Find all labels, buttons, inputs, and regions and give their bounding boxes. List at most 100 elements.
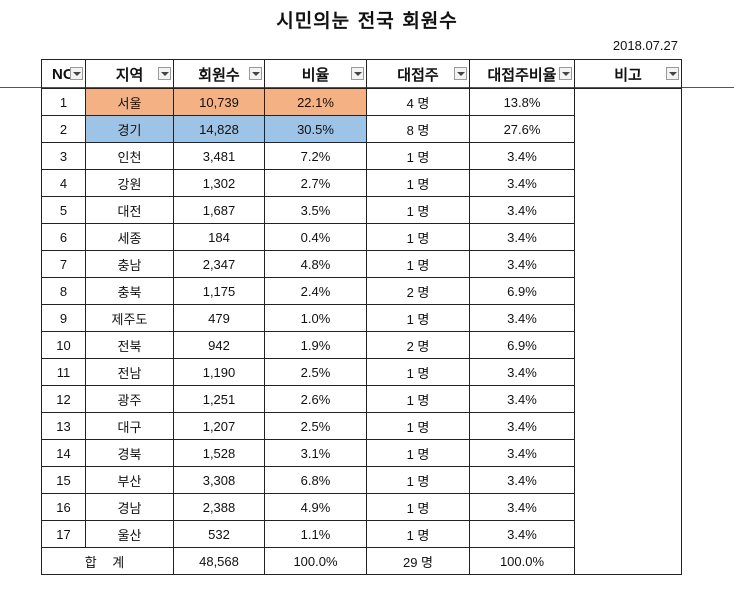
cell-no[interactable]: 7 bbox=[41, 250, 86, 278]
cell-rep-ratio[interactable]: 3.4% bbox=[469, 250, 575, 278]
cell-ratio[interactable]: 2.7% bbox=[264, 169, 367, 197]
cell-region[interactable]: 세종 bbox=[85, 223, 174, 251]
cell-members[interactable]: 1,207 bbox=[173, 412, 265, 440]
cell-rep-ratio[interactable]: 3.4% bbox=[469, 520, 575, 548]
cell-members[interactable]: 14,828 bbox=[173, 115, 265, 143]
filter-dropdown-icon[interactable] bbox=[666, 67, 679, 80]
cell-no[interactable]: 2 bbox=[41, 115, 86, 143]
cell-region[interactable]: 울산 bbox=[85, 520, 174, 548]
cell-members[interactable]: 532 bbox=[173, 520, 265, 548]
cell-ratio[interactable]: 3.5% bbox=[264, 196, 367, 224]
cell-rep-ratio[interactable]: 27.6% bbox=[469, 115, 575, 143]
cell-reps[interactable]: 8 명 bbox=[366, 115, 470, 143]
cell-ratio[interactable]: 1.0% bbox=[264, 304, 367, 332]
cell-rep-ratio[interactable]: 3.4% bbox=[469, 142, 575, 170]
cell-members[interactable]: 1,687 bbox=[173, 196, 265, 224]
cell-reps[interactable]: 2 명 bbox=[366, 277, 470, 305]
cell-reps[interactable]: 1 명 bbox=[366, 250, 470, 278]
cell-members[interactable]: 1,528 bbox=[173, 439, 265, 467]
cell-no[interactable]: 14 bbox=[41, 439, 86, 467]
cell-region[interactable]: 광주 bbox=[85, 385, 174, 413]
cell-region[interactable]: 충남 bbox=[85, 250, 174, 278]
cell-ratio[interactable]: 4.9% bbox=[264, 493, 367, 521]
cell-reps[interactable]: 1 명 bbox=[366, 358, 470, 386]
cell-reps[interactable]: 1 명 bbox=[366, 385, 470, 413]
cell-rep-ratio[interactable]: 3.4% bbox=[469, 196, 575, 224]
cell-total-rep-ratio[interactable]: 100.0% bbox=[469, 547, 575, 575]
cell-reps[interactable]: 1 명 bbox=[366, 466, 470, 494]
cell-no[interactable]: 3 bbox=[41, 142, 86, 170]
cell-region[interactable]: 경기 bbox=[85, 115, 174, 143]
cell-no[interactable]: 10 bbox=[41, 331, 86, 359]
filter-dropdown-icon[interactable] bbox=[158, 67, 171, 80]
filter-dropdown-icon[interactable] bbox=[70, 67, 83, 80]
cell-members[interactable]: 1,190 bbox=[173, 358, 265, 386]
cell-no[interactable]: 17 bbox=[41, 520, 86, 548]
filter-dropdown-icon[interactable] bbox=[351, 67, 364, 80]
cell-members[interactable]: 10,739 bbox=[173, 88, 265, 116]
cell-members[interactable]: 3,308 bbox=[173, 466, 265, 494]
cell-region[interactable]: 제주도 bbox=[85, 304, 174, 332]
cell-total-ratio[interactable]: 100.0% bbox=[264, 547, 367, 575]
cell-rep-ratio[interactable]: 3.4% bbox=[469, 412, 575, 440]
cell-rep-ratio[interactable]: 6.9% bbox=[469, 331, 575, 359]
cell-no[interactable]: 11 bbox=[41, 358, 86, 386]
cell-region[interactable]: 대구 bbox=[85, 412, 174, 440]
cell-rep-ratio[interactable]: 3.4% bbox=[469, 466, 575, 494]
cell-no[interactable]: 8 bbox=[41, 277, 86, 305]
cell-ratio[interactable]: 6.8% bbox=[264, 466, 367, 494]
cell-members[interactable]: 1,302 bbox=[173, 169, 265, 197]
cell-rep-ratio[interactable]: 3.4% bbox=[469, 223, 575, 251]
cell-region[interactable]: 경북 bbox=[85, 439, 174, 467]
cell-reps[interactable]: 1 명 bbox=[366, 439, 470, 467]
cell-no[interactable]: 1 bbox=[41, 88, 86, 116]
cell-no[interactable]: 4 bbox=[41, 169, 86, 197]
cell-rep-ratio[interactable]: 3.4% bbox=[469, 493, 575, 521]
cell-rep-ratio[interactable]: 13.8% bbox=[469, 88, 575, 116]
cell-region[interactable]: 강원 bbox=[85, 169, 174, 197]
cell-ratio[interactable]: 3.1% bbox=[264, 439, 367, 467]
cell-rep-ratio[interactable]: 3.4% bbox=[469, 358, 575, 386]
cell-reps[interactable]: 1 명 bbox=[366, 304, 470, 332]
cell-no[interactable]: 15 bbox=[41, 466, 86, 494]
cell-no[interactable]: 13 bbox=[41, 412, 86, 440]
cell-ratio[interactable]: 22.1% bbox=[264, 88, 367, 116]
cell-rep-ratio[interactable]: 6.9% bbox=[469, 277, 575, 305]
filter-dropdown-icon[interactable] bbox=[559, 67, 572, 80]
cell-rep-ratio[interactable]: 3.4% bbox=[469, 169, 575, 197]
cell-region[interactable]: 전남 bbox=[85, 358, 174, 386]
cell-rep-ratio[interactable]: 3.4% bbox=[469, 439, 575, 467]
cell-reps[interactable]: 1 명 bbox=[366, 412, 470, 440]
cell-reps[interactable]: 1 명 bbox=[366, 520, 470, 548]
cell-reps[interactable]: 1 명 bbox=[366, 223, 470, 251]
cell-rep-ratio[interactable]: 3.4% bbox=[469, 304, 575, 332]
cell-region[interactable]: 대전 bbox=[85, 196, 174, 224]
cell-total-label[interactable]: 합 계 bbox=[41, 547, 174, 575]
cell-members[interactable]: 942 bbox=[173, 331, 265, 359]
cell-members[interactable]: 2,388 bbox=[173, 493, 265, 521]
cell-reps[interactable]: 1 명 bbox=[366, 493, 470, 521]
cell-no[interactable]: 12 bbox=[41, 385, 86, 413]
cell-ratio[interactable]: 2.5% bbox=[264, 412, 367, 440]
cell-ratio[interactable]: 2.6% bbox=[264, 385, 367, 413]
cell-reps[interactable]: 2 명 bbox=[366, 331, 470, 359]
cell-ratio[interactable]: 7.2% bbox=[264, 142, 367, 170]
cell-total-reps[interactable]: 29 명 bbox=[366, 547, 470, 575]
cell-no[interactable]: 6 bbox=[41, 223, 86, 251]
cell-members[interactable]: 479 bbox=[173, 304, 265, 332]
cell-ratio[interactable]: 1.9% bbox=[264, 331, 367, 359]
cell-no[interactable]: 9 bbox=[41, 304, 86, 332]
cell-region[interactable]: 부산 bbox=[85, 466, 174, 494]
cell-region[interactable]: 인천 bbox=[85, 142, 174, 170]
cell-reps[interactable]: 4 명 bbox=[366, 88, 470, 116]
cell-ratio[interactable]: 1.1% bbox=[264, 520, 367, 548]
filter-dropdown-icon[interactable] bbox=[454, 67, 467, 80]
cell-total-members[interactable]: 48,568 bbox=[173, 547, 265, 575]
cell-region[interactable]: 서울 bbox=[85, 88, 174, 116]
cell-region[interactable]: 경남 bbox=[85, 493, 174, 521]
cell-ratio[interactable]: 4.8% bbox=[264, 250, 367, 278]
cell-members[interactable]: 3,481 bbox=[173, 142, 265, 170]
cell-members[interactable]: 2,347 bbox=[173, 250, 265, 278]
cell-ratio[interactable]: 2.5% bbox=[264, 358, 367, 386]
cell-ratio[interactable]: 0.4% bbox=[264, 223, 367, 251]
